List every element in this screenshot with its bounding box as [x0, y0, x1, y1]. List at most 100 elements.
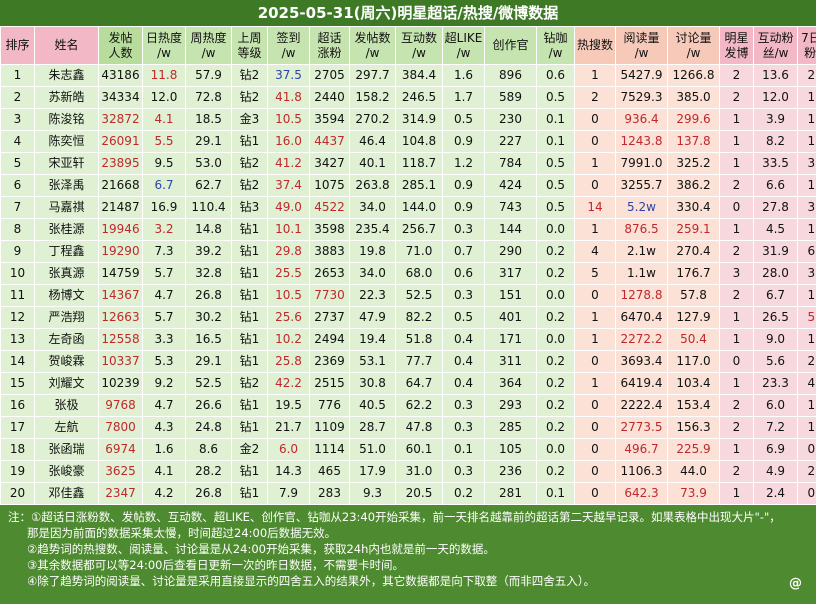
table-cell: 9.5	[142, 152, 186, 175]
table-cell: 144.0	[395, 196, 443, 219]
table-cell: 743	[484, 196, 537, 219]
table-cell: 9	[0, 240, 35, 263]
table-cell: 259.1	[667, 218, 720, 241]
table-cell: 2369	[309, 350, 350, 373]
table-cell: 52.5	[185, 372, 232, 395]
table-cell: 5.7	[142, 262, 186, 285]
table-cell: 34334	[98, 86, 143, 109]
table-cell: 4.1	[142, 460, 186, 483]
column-header: 超话 涨粉	[309, 26, 350, 65]
table-cell: 12558	[98, 328, 143, 351]
table-cell: 7	[0, 196, 35, 219]
table-cell: 3.4	[797, 152, 816, 175]
table-cell: 0	[574, 174, 616, 197]
table-cell: 0	[574, 438, 616, 461]
table-cell: 21487	[98, 196, 143, 219]
table-cell: 5.5	[142, 130, 186, 153]
column-header: 热搜数	[574, 26, 616, 65]
table-cell: 62.2	[395, 394, 443, 417]
table-cell: 1109	[309, 416, 350, 439]
table-cell: 1.1	[797, 218, 816, 241]
table-cell: 0.0	[536, 328, 575, 351]
table-cell: 246.5	[395, 86, 443, 109]
table-row: 17 左航 7800 4.3 24.8 钻1 21.7 1109 28.7 47.8 0.3 285 0…	[0, 416, 816, 439]
column-header: 互动数/w	[395, 26, 443, 65]
table-cell: 2.1	[797, 64, 816, 87]
table-cell: 0.2	[536, 306, 575, 329]
table-cell: 1243.8	[615, 130, 668, 153]
table-cell: 4.3	[142, 416, 186, 439]
table-cell: 225.9	[667, 438, 720, 461]
table-cell: 105	[484, 438, 537, 461]
table-cell: 158.2	[349, 86, 396, 109]
table-cell: 张极	[34, 394, 99, 417]
table-cell: 钻1	[231, 284, 268, 307]
table-cell: 2	[719, 394, 754, 417]
table-cell: 3625	[98, 460, 143, 483]
table-cell: 0.9	[442, 130, 485, 153]
table-row: 5 宋亚轩 23895 9.5 53.0 钻2 41.2 3427 40.1 118.7 1.2 78…	[0, 152, 816, 175]
table-cell: 73.9	[667, 482, 720, 505]
table-cell: 5427.9	[615, 64, 668, 87]
table-cell: 10.2	[267, 328, 310, 351]
note-4: ④除了趋势词的阅读量、讨论量是采用直接显示的四舍五入的结果外，其它数据都是向下取…	[27, 574, 596, 588]
column-header: 钻咖/w	[536, 26, 575, 65]
column-header: 发帖数/w	[349, 26, 396, 65]
table-cell: 8.2	[753, 130, 798, 153]
table-body: 1 朱志鑫 43186 11.8 57.9 钻2 37.5 2705 297.7 384.4 1.6…	[0, 64, 816, 549]
table-cell: 2.5	[797, 350, 816, 373]
table-cell: 896	[484, 64, 537, 87]
table-cell: 270.4	[667, 240, 720, 263]
table-cell: 384.4	[395, 64, 443, 87]
table-cell: 钻1	[231, 416, 268, 439]
table-cell: 2653	[309, 262, 350, 285]
table-cell: 283	[309, 482, 350, 505]
column-header: 周热度/w	[185, 26, 232, 65]
table-cell: 金3	[231, 108, 268, 131]
table-cell: 6470.4	[615, 306, 668, 329]
table-cell: 1	[719, 152, 754, 175]
table-cell: 2	[719, 460, 754, 483]
table-cell: 385.0	[667, 86, 720, 109]
table-cell: 28.2	[185, 460, 232, 483]
table-cell: 51.8	[395, 328, 443, 351]
table-cell: 33.5	[753, 152, 798, 175]
column-header: 姓名	[34, 26, 99, 65]
table-cell: 钻1	[231, 130, 268, 153]
table-row: 13 左奇函 12558 3.3 16.5 钻1 10.2 2494 19.4 51.8 0.4 17…	[0, 328, 816, 351]
table-cell: 7.3	[142, 240, 186, 263]
table-cell: 171	[484, 328, 537, 351]
column-header: 创作官	[484, 26, 537, 65]
column-header: 超LIKE/w	[442, 26, 485, 65]
table-cell: 24.8	[185, 416, 232, 439]
table-cell: 5.2w	[615, 196, 668, 219]
table-cell: 46.4	[349, 130, 396, 153]
column-header: 7日涨粉/w	[797, 26, 816, 65]
table-cell: 465	[309, 460, 350, 483]
table-cell: 1.1	[797, 284, 816, 307]
table-cell: 张真源	[34, 262, 99, 285]
table-cell: 40.1	[349, 152, 396, 175]
table-cell: 杨博文	[34, 284, 99, 307]
table-cell: 钻1	[231, 240, 268, 263]
table-cell: 0.4	[442, 328, 485, 351]
table-cell: 11.8	[142, 64, 186, 87]
table-cell: 0.4	[442, 350, 485, 373]
table-cell: 9.0	[753, 328, 798, 351]
table-cell: 0.2	[536, 240, 575, 263]
table-cell: 26.5	[753, 306, 798, 329]
table-cell: 47.8	[395, 416, 443, 439]
table-cell: 0	[574, 394, 616, 417]
table-cell: 21668	[98, 174, 143, 197]
table-cell: 19	[0, 460, 35, 483]
table-cell: 2.4	[753, 482, 798, 505]
table-cell: 13	[0, 328, 35, 351]
table-cell: 1	[574, 152, 616, 175]
table-cell: 62.7	[185, 174, 232, 197]
table-cell: 0.2	[536, 460, 575, 483]
table-cell: 41.8	[267, 86, 310, 109]
table-cell: 0.5	[536, 196, 575, 219]
table-cell: 0	[574, 460, 616, 483]
table-row: 11 杨博文 14367 4.7 26.8 钻1 10.5 7730 22.3 52.5 0.3 15…	[0, 284, 816, 307]
table-cell: 0.5	[442, 306, 485, 329]
